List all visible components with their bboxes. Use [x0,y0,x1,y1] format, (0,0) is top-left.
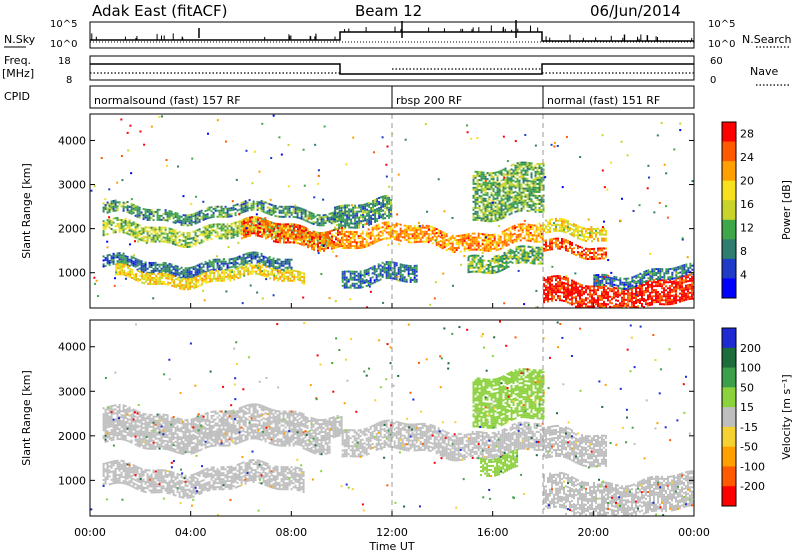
colorbar-swatch [722,278,736,298]
colorbar-swatch [722,348,736,368]
colorbar-swatch [722,239,736,259]
y-tick-label: 1000 [58,474,86,487]
x-axis-label: Time UT [368,540,414,553]
y-tick-label: 3000 [58,179,86,192]
colorbar-swatch [722,161,736,181]
nave-tick-bottom: 0 [710,75,716,86]
y-axis-label: Slant Range [km] [20,370,33,466]
colorbar-tick-label: -100 [740,460,765,473]
nave-trace [90,69,694,73]
x-tick-label: 12:00 [376,526,408,539]
colorbar-swatch [722,387,736,407]
colorbar-tick-label: -50 [740,441,758,454]
velocity-echo-cells [90,321,695,522]
y-tick-label: 2000 [58,223,86,236]
x-tick-label: 16:00 [477,526,509,539]
colorbar-tick-label: 24 [740,151,754,164]
colorbar-swatch [722,407,736,427]
x-tick-label: 04:00 [175,526,207,539]
colorbar-swatch [722,181,736,201]
colorbar-tick-label: 28 [740,128,754,141]
velocity-colorbar-label: Velocity [m s⁻¹] [780,374,793,459]
colorbar-swatch [722,220,736,240]
nave-label: Nave [750,65,778,78]
y-tick-label: 4000 [58,341,86,354]
beam-title: Beam 12 [355,2,422,20]
y-axis-label: Slant Range [km] [20,163,33,259]
noise-strip-frame [90,22,694,48]
freq-unit-label: [MHz] [2,67,34,80]
y-tick-label: 4000 [58,134,86,147]
x-tick-label: 00:00 [74,526,106,539]
noise-left-tick-top: 10^5 [50,19,77,30]
nsearch-label: N.Search [742,33,792,46]
colorbar-tick-label: 4 [740,269,747,282]
velocity-colorbar: 200 100 50 15 -15 -50 -100 -200 Velocity [m s⁻¹] [722,328,793,507]
noise-spikes [90,20,692,41]
noise-right-tick-top: 10^5 [708,19,735,30]
colorbar-tick-label: -15 [740,421,758,434]
noise-trace [90,32,694,41]
colorbar-tick-label: 16 [740,198,754,211]
colorbar-tick-label: 15 [740,401,754,414]
freq-tick-bottom: 8 [66,75,72,86]
velocity-panel: 1000 2000 3000 4000 Slant Range [km] 200 100 50… [20,320,793,521]
colorbar-swatch [722,122,736,142]
colorbar-tick-label: 8 [740,245,747,258]
colorbar-tick-label: 12 [740,222,754,235]
colorbar-tick-label: -200 [740,480,765,493]
y-tick-label: 1000 [58,267,86,280]
colorbar-swatch [722,427,736,447]
nsky-label: N.Sky [4,33,36,46]
power-colorbar: 4 8 12 16 20 24 28 Power [dB] [722,122,793,299]
x-tick-labels: 00:00 04:00 08:00 12:00 16:00 20:00 00:00 [74,526,710,539]
x-tick-label: 08:00 [275,526,307,539]
colorbar-swatch [722,142,736,162]
colorbar-swatch [722,200,736,220]
power-panel: 1000 2000 3000 4000 Slant Range [km] 4 8 12 16 20… [20,114,793,315]
x-tick-label: 20:00 [577,526,609,539]
colorbar-swatch [722,447,736,467]
freq-tick-top: 18 [58,56,71,67]
colorbar-tick-label: 100 [740,362,761,375]
noise-right-tick-bottom: 10^0 [708,39,735,50]
power-colorbar-label: Power [dB] [780,180,793,240]
cpid-mode-label: rbsp 200 RF [396,94,462,107]
colorbar-swatch [722,328,736,348]
freq-strip-frame [90,56,694,80]
noise-left-tick-bottom: 10^0 [50,39,77,50]
colorbar-swatch [722,259,736,279]
cpid-mode-label: normal (fast) 151 RF [547,94,660,107]
colorbar-swatch [722,368,736,388]
date-title: 06/Jun/2014 [590,2,681,20]
colorbar-swatch [722,466,736,486]
colorbar-tick-label: 20 [740,175,754,188]
x-tick-label: 00:00 [678,526,710,539]
freq-label: Freq. [4,54,31,67]
y-tick-label: 2000 [58,430,86,443]
power-echo-cells [91,115,696,315]
station-title: Adak East (fitACF) [92,2,227,20]
colorbar-swatch [722,486,736,506]
y-tick-label: 3000 [58,385,86,398]
cpid-modes: normalsound (fast) 157 RF rbsp 200 RF norm… [94,86,660,108]
colorbar-tick-label: 50 [740,381,754,394]
nave-tick-top: 60 [710,56,723,67]
colorbar-tick-label: 200 [740,342,761,355]
cpid-label: CPID [4,90,30,103]
cpid-mode-label: normalsound (fast) 157 RF [94,94,241,107]
